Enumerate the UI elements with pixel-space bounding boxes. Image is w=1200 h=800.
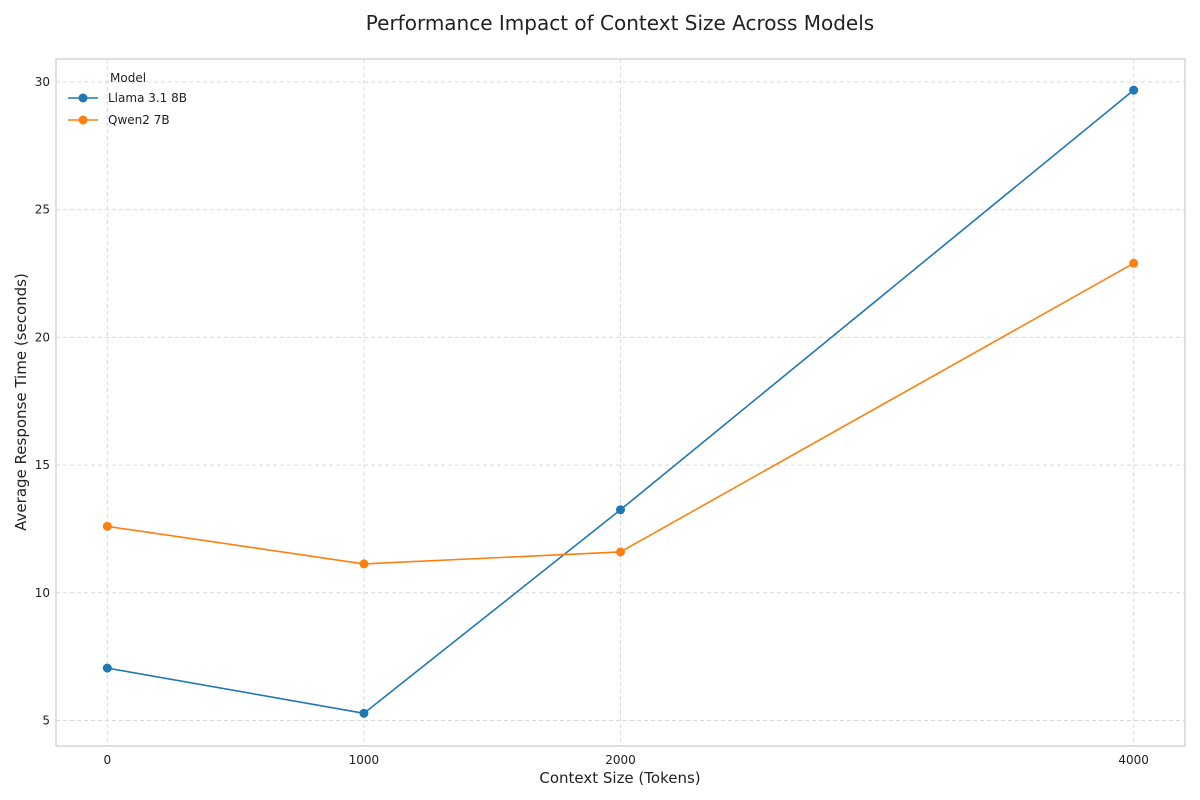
grid-layer — [56, 59, 1185, 746]
data-point — [616, 547, 625, 557]
data-point — [616, 505, 625, 515]
x-tick-label: 2000 — [605, 753, 636, 767]
legend-label-1: Qwen2 7B — [108, 113, 170, 127]
legend: Model Llama 3.1 8B Qwen2 7B — [68, 71, 187, 127]
data-point — [359, 708, 369, 718]
tick-layer: 0 1000 2000 4000 5 10 15 20 25 30 — [35, 75, 1149, 767]
data-point — [1129, 85, 1139, 95]
series-line-1 — [107, 262, 1135, 565]
chart-title: Performance Impact of Context Size Acros… — [366, 11, 874, 35]
y-tick-label: 30 — [35, 75, 50, 89]
x-axis-label: Context Size (Tokens) — [539, 769, 700, 787]
x-tick-label: 0 — [103, 753, 111, 767]
data-point — [1129, 258, 1139, 268]
legend-marker-0 — [78, 93, 88, 103]
y-tick-label: 20 — [35, 330, 50, 344]
x-tick-label: 4000 — [1118, 753, 1149, 767]
data-point — [359, 559, 369, 569]
plot-frame — [55, 58, 1186, 747]
legend-label-0: Llama 3.1 8B — [108, 91, 187, 105]
y-axis-label: Average Response Time (seconds) — [12, 273, 30, 531]
y-tick-label: 5 — [42, 713, 50, 727]
series-layer — [102, 85, 1139, 718]
data-point — [102, 521, 112, 531]
legend-marker-1 — [78, 115, 88, 125]
series-line-0 — [107, 89, 1135, 715]
data-point — [102, 663, 112, 673]
y-tick-label: 25 — [35, 203, 50, 217]
y-tick-label: 10 — [35, 586, 50, 600]
y-tick-label: 15 — [35, 458, 50, 472]
legend-title: Model — [110, 71, 146, 85]
x-tick-label: 1000 — [349, 753, 380, 767]
